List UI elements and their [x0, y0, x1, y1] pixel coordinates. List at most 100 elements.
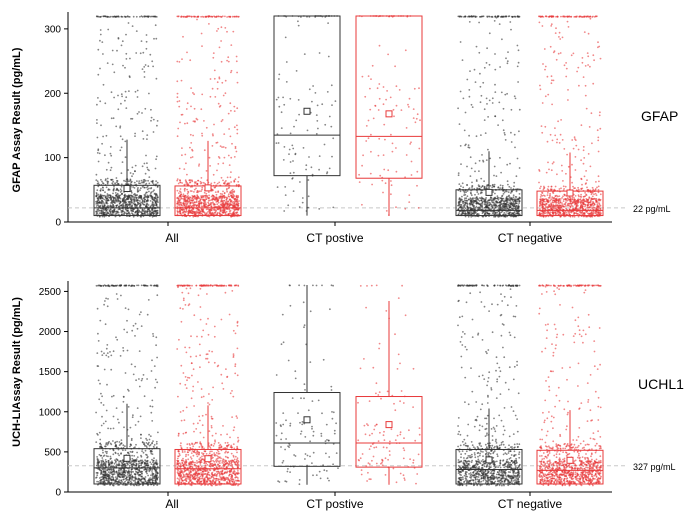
gfap-data-point: [405, 154, 408, 156]
gfap-data-point: [546, 140, 549, 143]
gfap-data-point: [494, 15, 497, 18]
gfap-data-point: [235, 60, 238, 63]
gfap-data-point: [99, 209, 102, 212]
gfap-data-point: [223, 194, 226, 197]
gfap-data-point: [228, 164, 231, 167]
gfap-data-point: [477, 213, 480, 216]
gfap-box-3: [355, 15, 423, 217]
gfap-data-point: [511, 16, 514, 18]
gfap-data-point: [546, 208, 549, 210]
gfap-data-point: [125, 58, 128, 60]
gfap-data-point: [185, 16, 188, 18]
gfap-data-point: [596, 186, 598, 189]
gfap-data-point: [369, 87, 371, 90]
gfap-data-point: [538, 169, 540, 171]
gfap-data-point: [381, 179, 384, 182]
uchl1-data-point: [135, 443, 137, 446]
gfap-data-point: [192, 134, 195, 137]
gfap-data-point: [103, 15, 106, 18]
gfap-data-point: [125, 96, 128, 99]
gfap-data-point: [321, 103, 324, 106]
gfap-data-point: [395, 85, 398, 88]
gfap-data-point: [499, 187, 502, 190]
gfap-data-point: [186, 122, 189, 125]
gfap-data-point: [144, 193, 147, 195]
gfap-data-point: [323, 143, 326, 146]
gfap-data-point: [558, 213, 560, 215]
gfap-data-point: [155, 213, 158, 216]
gfap-data-point: [597, 136, 600, 139]
gfap-data-point: [114, 213, 116, 216]
gfap-data-point: [588, 126, 591, 128]
gfap-data-point: [137, 213, 139, 216]
gfap-data-point: [469, 175, 472, 178]
gfap-data-point: [285, 81, 288, 83]
gfap-data-point: [577, 66, 580, 69]
gfap-data-point: [565, 172, 567, 175]
gfap-data-point: [99, 67, 101, 70]
gfap-data-point: [189, 59, 192, 62]
gfap-data-point: [491, 97, 494, 100]
gfap-data-point: [501, 184, 504, 187]
gfap-data-point: [303, 53, 306, 55]
gfap-data-point: [598, 114, 601, 117]
gfap-data-point: [154, 207, 156, 210]
gfap-data-point: [307, 195, 310, 198]
uchl1-data-point: [136, 407, 139, 409]
uchl1-data-point: [112, 394, 115, 397]
gfap-data-point: [391, 142, 394, 145]
gfap-data-point: [224, 79, 227, 82]
uchl1-y-tick-label: 500: [44, 447, 61, 458]
gfap-data-point: [506, 62, 509, 65]
gfap-data-point: [488, 63, 491, 66]
gfap-data-point: [233, 105, 236, 108]
gfap-data-point: [577, 148, 580, 151]
gfap-data-point: [469, 191, 472, 194]
gfap-data-point: [131, 175, 133, 178]
gfap-data-point: [576, 70, 578, 73]
gfap-data-point: [553, 199, 556, 202]
gfap-data-point: [113, 196, 116, 199]
gfap-data-point: [415, 117, 418, 120]
gfap-data-point: [216, 30, 218, 32]
gfap-data-point: [127, 198, 130, 200]
gfap-data-point: [500, 211, 503, 214]
gfap-data-point: [572, 185, 574, 188]
gfap-data-point: [556, 173, 558, 176]
gfap-data-point: [223, 197, 226, 199]
gfap-data-point: [591, 142, 593, 145]
gfap-data-point: [543, 48, 546, 50]
gfap-data-point: [387, 53, 389, 56]
uchl1-data-point: [149, 461, 152, 464]
gfap-data-point: [209, 165, 212, 167]
uchl1-data-point: [138, 378, 140, 380]
gfap-data-point: [178, 192, 180, 195]
gfap-data-point: [116, 211, 119, 214]
gfap-data-point: [502, 213, 505, 216]
gfap-data-point: [481, 197, 484, 200]
gfap-data-point: [500, 207, 503, 210]
gfap-data-point: [498, 213, 501, 215]
gfap-data-point: [143, 178, 146, 181]
gfap-data-point: [541, 131, 544, 134]
gfap-data-point: [550, 202, 552, 205]
gfap-data-point: [120, 172, 123, 175]
uchl1-data-point: [127, 308, 130, 311]
gfap-data-point: [513, 133, 516, 136]
gfap-data-point: [503, 132, 506, 134]
gfap-data-point: [390, 180, 392, 182]
gfap-data-point: [109, 213, 111, 216]
gfap-data-point: [569, 200, 572, 203]
gfap-data-point: [155, 180, 158, 183]
gfap-data-point: [229, 135, 232, 138]
gfap-data-point: [584, 192, 586, 194]
gfap-data-point: [121, 161, 124, 164]
gfap-data-point: [226, 182, 229, 185]
gfap-data-point: [146, 211, 149, 214]
gfap-data-point: [203, 203, 206, 206]
gfap-data-point: [198, 204, 201, 207]
gfap-data-point: [210, 202, 213, 204]
gfap-data-point: [480, 191, 482, 194]
uchl1-data-point: [110, 469, 113, 471]
uchl1-data-point: [112, 350, 115, 353]
